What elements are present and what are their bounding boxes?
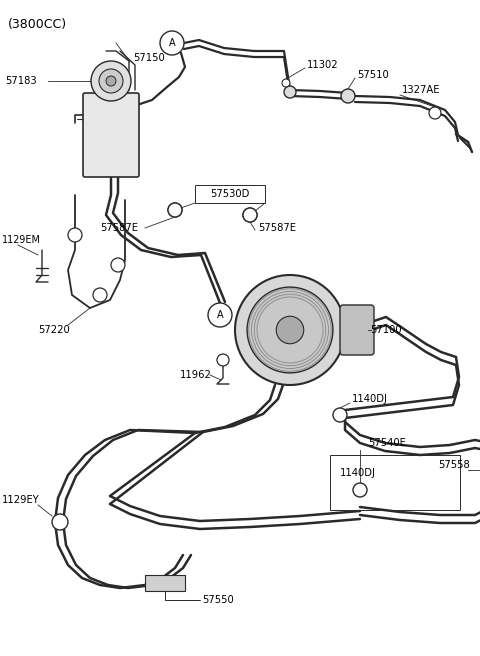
Circle shape [353, 483, 367, 497]
Text: A: A [168, 38, 175, 48]
Circle shape [160, 31, 184, 55]
Text: 57587E: 57587E [100, 223, 138, 233]
Circle shape [276, 316, 304, 344]
Text: 57550: 57550 [202, 595, 234, 605]
Circle shape [282, 79, 290, 87]
Text: (3800CC): (3800CC) [8, 18, 67, 31]
Text: 1129EM: 1129EM [2, 235, 41, 245]
Circle shape [91, 61, 131, 101]
Circle shape [68, 228, 82, 242]
Text: 1129EY: 1129EY [2, 495, 40, 505]
FancyBboxPatch shape [83, 93, 139, 177]
Text: 57558: 57558 [438, 460, 470, 470]
Text: 57540E: 57540E [368, 438, 406, 448]
Text: 1140DJ: 1140DJ [340, 468, 376, 478]
Circle shape [168, 203, 182, 217]
Circle shape [93, 288, 107, 302]
Text: 1140DJ: 1140DJ [352, 394, 388, 404]
Text: 57510: 57510 [357, 70, 389, 80]
Circle shape [168, 203, 182, 217]
Circle shape [106, 76, 116, 86]
Circle shape [208, 303, 232, 327]
Text: 57220: 57220 [38, 325, 70, 335]
Circle shape [235, 275, 345, 385]
Circle shape [429, 107, 441, 119]
Text: 57183: 57183 [5, 76, 36, 86]
FancyBboxPatch shape [340, 305, 374, 355]
Text: 57150: 57150 [133, 53, 165, 63]
Circle shape [341, 89, 355, 103]
Circle shape [284, 86, 296, 98]
Text: 57587E: 57587E [258, 223, 296, 233]
Circle shape [243, 208, 257, 222]
Circle shape [52, 514, 68, 530]
Circle shape [243, 208, 257, 222]
Text: A: A [216, 310, 223, 320]
Text: 57100: 57100 [370, 325, 402, 335]
Text: 11302: 11302 [307, 60, 338, 70]
Text: 1327AE: 1327AE [402, 85, 441, 95]
Bar [330, 455, 460, 510]
Circle shape [217, 354, 229, 366]
Text: 11962: 11962 [180, 370, 212, 380]
Bar [195, 185, 265, 203]
Circle shape [333, 408, 347, 422]
Circle shape [111, 258, 125, 272]
Circle shape [99, 69, 123, 93]
Circle shape [247, 287, 333, 373]
Text: 57530D: 57530D [210, 189, 250, 199]
Bar [145, 575, 185, 591]
